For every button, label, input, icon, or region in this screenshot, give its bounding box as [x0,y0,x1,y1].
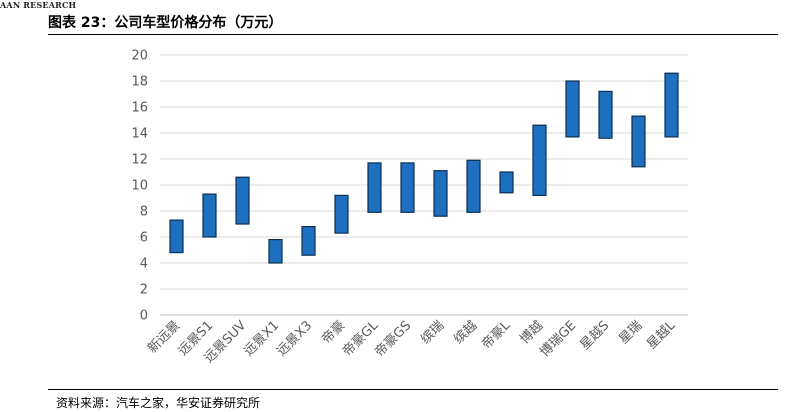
range-bar [631,115,646,168]
x-category-label: 星越S [577,318,612,353]
footer-rule [48,389,778,390]
x-category-label: 远景X1 [241,318,282,359]
range-bar [202,193,217,238]
y-tick-label: 10 [131,179,148,194]
x-category-label: 星越L [644,318,679,353]
x-category-label: 帝豪 [319,318,349,348]
x-category-label: 缤越 [451,318,481,348]
figure-title: 图表 23：公司车型价格分布（万元） [48,15,283,31]
y-tick-label: 18 [131,75,148,90]
x-category-label: 帝豪L [479,317,514,352]
range-bar [235,176,250,225]
source-note: 资料来源：汽车之家，华安证券研究所 [56,396,261,410]
range-bar [532,124,547,196]
range-bar [565,80,580,138]
range-bar [499,171,514,194]
range-bar [466,159,481,213]
y-tick-label: 6 [140,231,148,246]
watermark: AAN RESEARCH [0,0,77,10]
y-tick-label: 8 [140,205,148,220]
y-tick-label: 2 [140,283,148,298]
range-bar [301,226,316,256]
range-bar [169,219,184,254]
x-category-label: 博越 [517,318,546,347]
x-category-label: 帝豪GS [372,318,415,361]
y-tick-label: 20 [131,49,148,64]
range-bar [664,72,679,138]
x-category-label: 星瑞 [616,318,645,347]
range-bar [400,162,415,213]
range-bar [268,239,283,264]
y-axis-ticks: 0 2 4 6 8 10 12 14 16 18 20 [131,49,148,324]
y-tick-label: 0 [140,309,148,324]
range-bar [367,162,382,213]
range-bar [598,90,613,139]
range-bar [334,194,349,234]
bars [169,72,679,264]
title-rule [48,34,778,35]
y-tick-label: 12 [131,153,148,168]
x-category-label: 缤瑞 [418,318,448,348]
y-tick-label: 14 [131,127,148,142]
y-tick-label: 4 [140,257,148,272]
x-category-label: 远景X3 [274,318,315,359]
y-tick-label: 16 [131,101,148,116]
range-bar [433,170,448,217]
x-category-label: 博瑞GE [537,318,579,360]
